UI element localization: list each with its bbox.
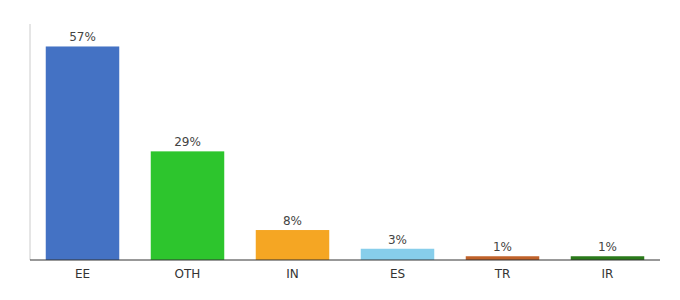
bar xyxy=(571,256,645,260)
x-tick-label: IN xyxy=(286,267,299,281)
data-label: 57% xyxy=(69,30,96,44)
bars xyxy=(46,46,645,260)
chart: EE OTH IN ES TR IR 57% 29% 8% 3% 1% 1% xyxy=(0,0,680,300)
data-label: 8% xyxy=(283,214,302,228)
x-tick-label: ES xyxy=(390,267,405,281)
bar xyxy=(256,230,330,260)
data-label: 1% xyxy=(598,240,617,254)
x-tick-label: IR xyxy=(602,267,614,281)
bar xyxy=(151,151,225,260)
bar xyxy=(466,256,540,260)
x-axis-line xyxy=(30,260,660,261)
x-tick-label: OTH xyxy=(175,267,201,281)
y-axis-line xyxy=(30,24,31,260)
data-label: 3% xyxy=(388,233,407,247)
bar xyxy=(361,249,435,260)
x-tick-label: EE xyxy=(75,267,90,281)
x-tick-label: TR xyxy=(494,267,511,281)
chart-container: EE OTH IN ES TR IR 57% 29% 8% 3% 1% 1% xyxy=(0,0,680,300)
data-label: 29% xyxy=(174,135,201,149)
bar xyxy=(46,46,120,260)
data-label: 1% xyxy=(493,240,512,254)
